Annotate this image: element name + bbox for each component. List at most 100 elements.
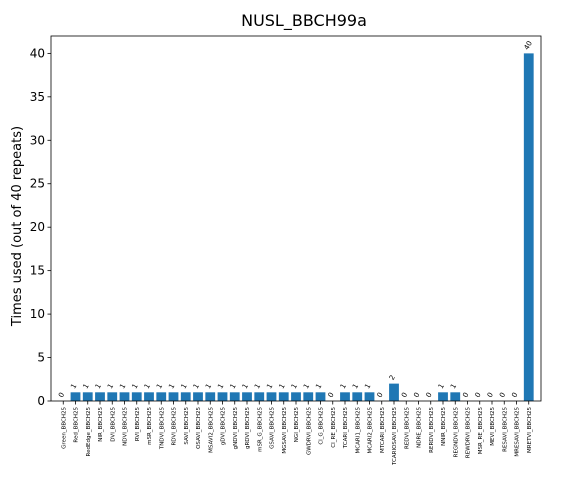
- x-tick-label-RESAVI_BBCH25: RESAVI_BBCH25: [502, 406, 508, 451]
- x-tick-label-NGI_BBCH25: NGI_BBCH25: [294, 407, 300, 443]
- value-label-MEVI_BBCH25: 0: [486, 391, 495, 399]
- x-tick-label-MSAVI2_BBCH25: MSAVI2_BBCH25: [208, 407, 214, 453]
- value-label-NNIR_BBCH25: 1: [437, 382, 446, 390]
- value-label-MSR_RE_BBCH25: 0: [474, 391, 483, 399]
- value-label-REDVI_BBCH25: 0: [400, 391, 409, 399]
- y-tick-label-35: 35: [30, 90, 45, 104]
- value-label-GSAVI_BBCH25: 1: [265, 382, 274, 390]
- x-tick-label-NNIR_BBCH25: NNIR_BBCH25: [441, 407, 447, 446]
- y-tick-label-20: 20: [30, 220, 45, 234]
- x-tick-label-gRDVI_BBCH25: gRDVI_BBCH25: [245, 407, 251, 450]
- value-label-RedEdge_BBCH25: 1: [82, 382, 91, 390]
- y-tick-label-30: 30: [30, 133, 45, 147]
- x-tick-label-MCARI1_BBCH25: MCARI1_BBCH25: [355, 407, 361, 454]
- value-label-RVI_BBCH25: 1: [131, 382, 140, 390]
- x-tick-label-GSAVI_BBCH25: GSAVI_BBCH25: [270, 407, 276, 449]
- value-label-NDRE_BBCH25: 0: [412, 391, 421, 399]
- axes-frame: [50, 35, 542, 402]
- bar-REGNDVI_BBCH25: [450, 392, 461, 401]
- value-label-MRESAVI_BBCH25: 0: [510, 391, 519, 399]
- y-tick-label-0: 0: [37, 394, 45, 408]
- y-tick-label-15: 15: [30, 264, 45, 278]
- bar-MCARI2_BBCH25: [364, 392, 375, 401]
- bar-mSR_G_BBCH25: [254, 392, 265, 401]
- bar-TNDVI_BBCH25: [156, 392, 167, 401]
- x-tick-label-DVI_BBCH25: DVI_BBCH25: [110, 407, 116, 442]
- bar-gNDVI_BBCH25: [229, 392, 240, 401]
- y-tick-label-25: 25: [30, 177, 45, 191]
- bar-TCARIOSAVI_BBCH25: [389, 383, 399, 401]
- x-tick-label-MSR_RE_BBCH25: MSR_RE_BBCH25: [478, 407, 484, 455]
- x-tick-label-Red_BBCH25: Red_BBCH25: [74, 407, 80, 443]
- bar-NDVI_BBCH25: [119, 392, 130, 401]
- value-label-gNDVI_BBCH25: 1: [229, 382, 238, 390]
- x-tick-label-MRESAVI_BBCH25: MRESAVI_BBCH25: [515, 407, 521, 457]
- value-label-NIR_BBCH25: 1: [94, 382, 103, 390]
- bar-MSAVI2_BBCH25: [205, 392, 216, 401]
- bar-DVI_BBCH25: [107, 392, 118, 401]
- x-tick-label-TCARI_BBCH25: TCARI_BBCH25: [343, 407, 349, 450]
- bar-NIR_BBCH25: [95, 392, 105, 401]
- bar-mSR_BBCH25: [144, 392, 154, 401]
- x-tick-label-GWDRVI_BBCH25: GWDRVI_BBCH25: [306, 407, 312, 456]
- bar-MRETVI_BBCH25: [523, 53, 534, 401]
- x-tick-label-RERDVI_BBCH25: RERDVI_BBCH25: [429, 407, 435, 453]
- x-tick-label-OSAVI_BBCH25: OSAVI_BBCH25: [196, 407, 202, 449]
- value-label-REWDRVI_BBCH25: 0: [461, 391, 470, 399]
- y-tick-label-5: 5: [37, 351, 45, 365]
- bar-RVI_BBCH25: [131, 392, 142, 401]
- x-tick-label-NDRE_BBCH25: NDRE_BBCH25: [417, 407, 423, 448]
- x-tick-label-MTCARI_BBCH25: MTCARI_BBCH25: [380, 407, 386, 454]
- bar-Red_BBCH25: [70, 392, 81, 401]
- value-label-MTCARI_BBCH25: 0: [376, 391, 385, 399]
- value-label-CI_RE_BBCH25: 0: [327, 391, 336, 399]
- value-label-Red_BBCH25: 1: [69, 382, 78, 390]
- plot-area: 0 Green_BBCH25 1 Red_BBCH25 1 RedEdge_BBCH25 1…: [30, 35, 542, 466]
- bar-OSAVI_BBCH25: [193, 392, 203, 401]
- value-label-gDVI_BBCH25: 1: [216, 382, 225, 390]
- bar-RedEdge_BBCH25: [82, 392, 93, 401]
- x-tick-label-NDVI_BBCH25: NDVI_BBCH25: [123, 407, 129, 446]
- bar-RDVI_BBCH25: [168, 392, 179, 401]
- x-tick-label-MCARI2_BBCH25: MCARI2_BBCH25: [368, 407, 374, 454]
- value-label-REGNDVI_BBCH25: 1: [449, 382, 458, 390]
- x-tick-label-REGNDVI_BBCH25: REGNDVI_BBCH25: [453, 407, 459, 458]
- value-label-MRETVI_BBCH25: 40: [523, 40, 534, 52]
- x-tick-label-TNDVI_BBCH25: TNDVI_BBCH25: [159, 407, 165, 451]
- chart-title: NUSL_BBCH99a: [241, 11, 367, 31]
- value-label-NDVI_BBCH25: 1: [118, 382, 127, 390]
- x-tick-label-gNDVI_BBCH25: gNDVI_BBCH25: [233, 407, 239, 450]
- value-label-RERDVI_BBCH25: 0: [425, 391, 434, 399]
- value-label-MCARI2_BBCH25: 1: [363, 382, 372, 390]
- x-tick-label-RedEdge_BBCH25: RedEdge_BBCH25: [86, 407, 92, 457]
- value-label-MGSAVI_BBCH25: 1: [278, 382, 287, 390]
- value-label-TCARIOSAVI_BBCH25: 2: [388, 374, 397, 382]
- value-label-MSAVI2_BBCH25: 1: [204, 382, 213, 390]
- value-label-DVI_BBCH25: 1: [106, 382, 115, 390]
- y-tick-label-40: 40: [30, 46, 45, 60]
- x-tick-label-mSR_G_BBCH25: mSR_G_BBCH25: [257, 407, 263, 452]
- value-label-NGI_BBCH25: 1: [290, 382, 299, 390]
- value-label-SAVI_BBCH25: 1: [180, 382, 189, 390]
- bar-GWDRVI_BBCH25: [303, 392, 314, 401]
- x-tick-label-RVI_BBCH25: RVI_BBCH25: [135, 407, 141, 442]
- x-tick-label-TCARIOSAVI_BBCH25: TCARIOSAVI_BBCH25: [392, 407, 398, 466]
- x-tick-label-RDVI_BBCH25: RDVI_BBCH25: [172, 407, 178, 446]
- x-tick-label-NIR_BBCH25: NIR_BBCH25: [98, 407, 104, 442]
- bar-MCARI1_BBCH25: [352, 392, 363, 401]
- value-label-GWDRVI_BBCH25: 1: [302, 382, 311, 390]
- x-tick-label-MRETVI_BBCH25: MRETVI_BBCH25: [527, 407, 533, 453]
- bar-SAVI_BBCH25: [180, 392, 191, 401]
- bar-MGSAVI_BBCH25: [278, 392, 289, 401]
- x-tick-label-CI_RE_BBCH25: CI_RE_BBCH25: [331, 407, 337, 448]
- value-label-TCARI_BBCH25: 1: [339, 382, 348, 390]
- x-tick-label-CI_G_BBCH25: CI_G_BBCH25: [319, 407, 325, 445]
- value-label-Green_BBCH25: 0: [57, 391, 66, 399]
- value-label-gRDVI_BBCH25: 1: [241, 382, 250, 390]
- value-label-RDVI_BBCH25: 1: [167, 382, 176, 390]
- x-tick-label-REWDRVI_BBCH25: REWDRVI_BBCH25: [466, 407, 472, 459]
- x-tick-label-SAVI_BBCH25: SAVI_BBCH25: [184, 407, 190, 445]
- x-tick-label-REDVI_BBCH25: REDVI_BBCH25: [404, 407, 410, 449]
- bar-NGI_BBCH25: [291, 392, 301, 401]
